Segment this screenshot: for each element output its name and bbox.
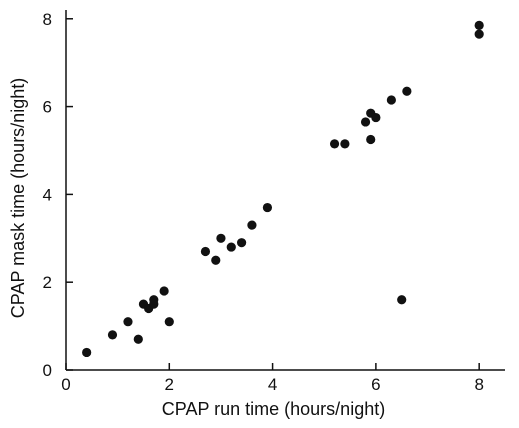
data-point (371, 112, 381, 123)
y-tick-label: 6 (43, 98, 52, 117)
axes (65, 10, 505, 371)
data-point (340, 139, 350, 149)
data-point (200, 246, 211, 257)
y-tick-label: 0 (43, 361, 52, 380)
data-point (133, 334, 143, 344)
data-point (402, 86, 412, 96)
x-tick-label: 0 (61, 375, 70, 394)
x-tick-label: 6 (371, 375, 380, 394)
data-point (164, 317, 174, 327)
data-point (474, 29, 484, 39)
y-axis-label: CPAP mask time (hours/night) (8, 78, 28, 318)
x-tick-label: 8 (474, 375, 483, 394)
y-axis-ticks: 0 2 4 6 8 (43, 10, 73, 380)
x-axis-ticks: 0 2 4 6 8 (61, 363, 484, 394)
data-point (262, 202, 273, 213)
data-point (159, 286, 169, 296)
data-point (82, 347, 92, 358)
data-point (107, 330, 118, 340)
x-tick-label: 2 (165, 375, 174, 394)
data-point (149, 295, 159, 305)
data-point (211, 255, 221, 265)
y-tick-label: 4 (43, 185, 52, 204)
x-tick-label: 4 (268, 375, 277, 394)
data-point (474, 20, 484, 30)
data-point (226, 242, 236, 252)
data-points (82, 20, 484, 358)
y-tick-label: 2 (43, 273, 52, 292)
data-point (329, 139, 340, 149)
data-point (216, 233, 226, 243)
y-tick-label: 8 (43, 10, 52, 29)
x-axis-label: CPAP run time (hours/night) (162, 399, 385, 419)
data-point (237, 238, 247, 248)
data-point (386, 95, 396, 105)
data-point (123, 317, 133, 327)
data-point (397, 295, 407, 305)
data-point (360, 117, 371, 127)
data-point (247, 220, 257, 230)
data-point (366, 134, 376, 145)
